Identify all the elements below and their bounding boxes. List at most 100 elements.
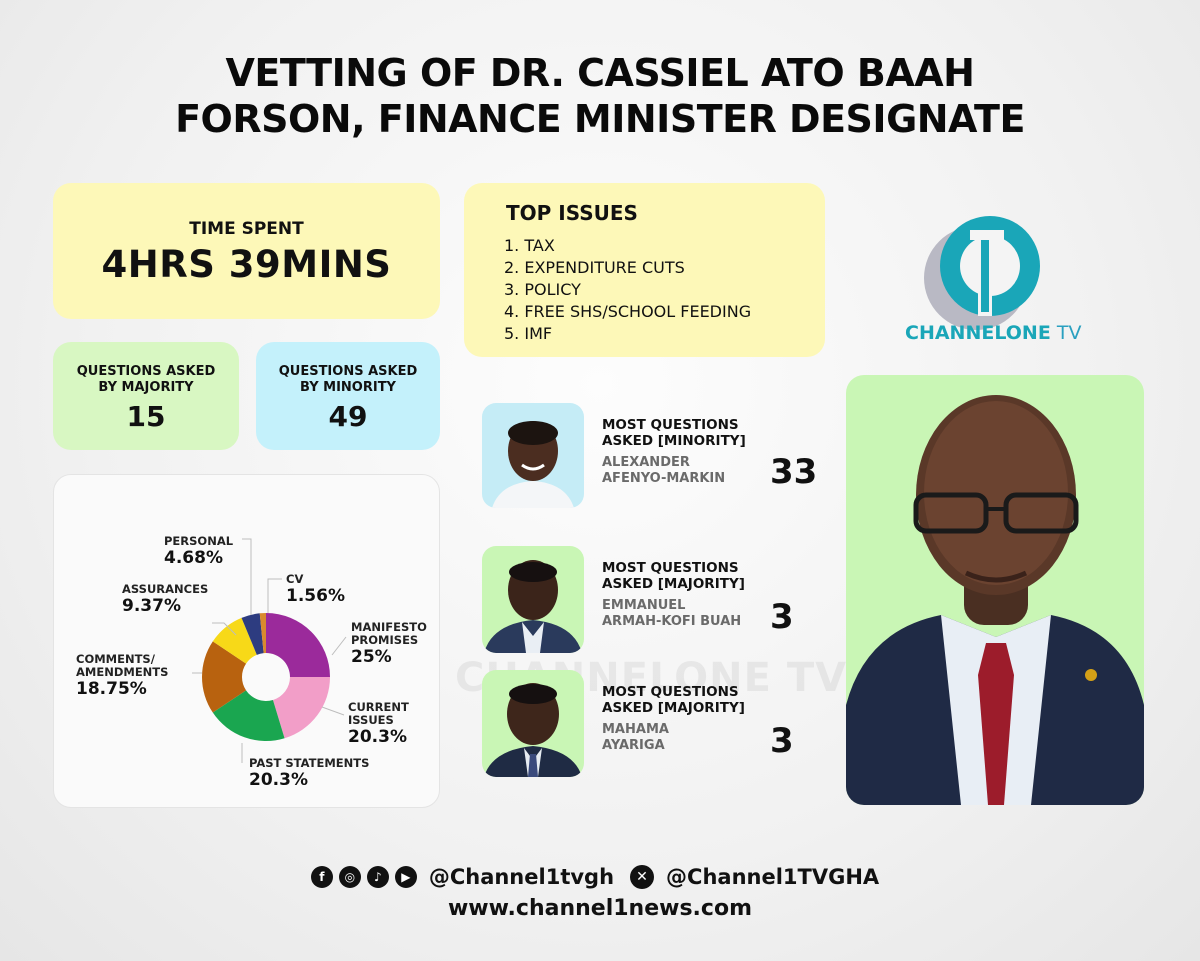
member-name-line: ARMAH-KOFI BUAH bbox=[602, 614, 742, 629]
member-name-line: AFENYO-MARKIN bbox=[602, 471, 726, 486]
pie-label-name: PAST STATEMENTS bbox=[249, 756, 370, 770]
title-line-1: VETTING OF DR. CASSIEL ATO BAAH bbox=[225, 51, 975, 95]
questions-minority-label-line2: BY MINORITY bbox=[300, 380, 396, 395]
top-issues-card: TOP ISSUES 1. TAX 2. EXPENDITURE CUTS 3.… bbox=[464, 183, 825, 357]
member-name: EMMANUEL ARMAH-KOFI BUAH bbox=[602, 598, 772, 630]
pie-label-name: ASSURANCES bbox=[122, 582, 209, 596]
pie-slice-personal bbox=[241, 613, 264, 655]
member-name-line: ALEXANDER bbox=[602, 455, 690, 470]
questions-majority-label-line1: QUESTIONS ASKED bbox=[76, 364, 216, 379]
time-spent-value: 4HRS 39MINS bbox=[101, 243, 392, 286]
instagram-icon[interactable]: ◎ bbox=[338, 866, 361, 888]
social-handle-x[interactable]: @Channel1TVGHA bbox=[666, 865, 880, 889]
person-photo-image bbox=[484, 683, 582, 777]
pie-label-name: PROMISES bbox=[351, 633, 419, 647]
pie-slice-manifesto-promises bbox=[266, 613, 330, 678]
pie-label-value: 20.3% bbox=[348, 727, 407, 747]
mahama-ayariga-photo bbox=[482, 670, 584, 777]
member-name: MAHAMA AYARIGA bbox=[602, 722, 772, 754]
pie-slice-assurances bbox=[212, 617, 257, 664]
most-questions-majority-2: MOST QUESTIONS ASKED [MAJORITY] MAHAMA A… bbox=[602, 684, 772, 754]
issue-item: 3. POLICY bbox=[504, 280, 581, 299]
most-questions-heading: MOST QUESTIONS bbox=[602, 684, 739, 700]
pie-label-manifesto: MANIFESTO PROMISES 25% bbox=[351, 620, 427, 668]
question-count: 3 bbox=[770, 721, 794, 761]
pie-label-name: MANIFESTO bbox=[351, 620, 427, 634]
channel-one-logo-icon bbox=[924, 216, 1040, 330]
questions-minority-value: 49 bbox=[328, 400, 368, 433]
question-count: 33 bbox=[770, 452, 818, 492]
time-spent-label: TIME SPENT bbox=[189, 219, 304, 239]
pie-label-current: CURRENT ISSUES 20.3% bbox=[348, 700, 409, 748]
pie-slice-current-issues bbox=[272, 677, 330, 739]
most-questions-heading: ASKED [MINORITY] bbox=[602, 433, 746, 449]
questions-minority-label: QUESTIONS ASKED BY MINORITY bbox=[256, 364, 440, 396]
questions-minority-label-line1: QUESTIONS ASKED bbox=[278, 364, 418, 379]
channel-one-logo-text: CHANNELONE TV bbox=[905, 322, 1105, 344]
pie-slice-past-statements bbox=[212, 690, 285, 741]
issue-item: 1. TAX bbox=[504, 236, 555, 255]
issue-item: 4. FREE SHS/SCHOOL FEEDING bbox=[504, 302, 752, 321]
pie-label-value: 9.37% bbox=[122, 596, 181, 616]
pie-leader-line bbox=[321, 706, 345, 716]
social-handle-primary[interactable]: @Channel1tvgh bbox=[428, 865, 615, 889]
most-questions-heading: MOST QUESTIONS bbox=[602, 560, 739, 576]
pie-leader-line bbox=[212, 622, 237, 636]
pie-label-personal: PERSONAL 4.68% bbox=[164, 534, 234, 569]
issue-item: 5. IMF bbox=[504, 324, 553, 343]
x-icon[interactable]: ✕ bbox=[630, 865, 655, 889]
questions-majority-label: QUESTIONS ASKED BY MAJORITY bbox=[53, 364, 239, 396]
member-name-line: MAHAMA bbox=[602, 722, 669, 737]
most-questions-majority-1: MOST QUESTIONS ASKED [MAJORITY] EMMANUEL… bbox=[602, 560, 772, 630]
top-issues-list: 1. TAX 2. EXPENDITURE CUTS 3. POLICY 4. … bbox=[504, 235, 751, 345]
person-photo-image bbox=[484, 560, 582, 653]
pie-label-name: PERSONAL bbox=[164, 534, 234, 548]
questions-minority-card: QUESTIONS ASKED BY MINORITY 49 bbox=[256, 342, 440, 450]
pie-label-name: AMENDMENTS bbox=[76, 665, 169, 679]
pie-chart-svg bbox=[192, 538, 347, 763]
pie-label-value: 25% bbox=[351, 647, 392, 667]
member-name-line: AYARIGA bbox=[602, 738, 665, 753]
pie-slice-cv bbox=[259, 613, 266, 654]
logo-text-main: CHANNELONE bbox=[905, 322, 1051, 344]
member-name: ALEXANDER AFENYO-MARKIN bbox=[602, 455, 772, 487]
question-breakdown-chart: PERSONAL 4.68% CV 1.56% ASSURANCES 9.37%… bbox=[53, 474, 440, 808]
pie-label-cv: CV 1.56% bbox=[286, 572, 345, 607]
pie-label-comments: COMMENTS/ AMENDMENTS 18.75% bbox=[76, 652, 169, 700]
issue-item: 2. EXPENDITURE CUTS bbox=[504, 258, 685, 277]
facebook-icon[interactable]: f bbox=[310, 866, 333, 888]
logo-text-tv: TV bbox=[1050, 322, 1082, 344]
most-questions-heading: ASKED [MAJORITY] bbox=[602, 576, 745, 592]
nominee-portrait bbox=[846, 375, 1144, 805]
alexander-afenyo-markin-photo bbox=[482, 403, 584, 508]
pie-label-value: 20.3% bbox=[249, 770, 308, 790]
pie-leader-line bbox=[331, 636, 347, 656]
pie-label-value: 18.75% bbox=[76, 679, 147, 699]
pie-label-name: ISSUES bbox=[348, 713, 394, 727]
nominee-portrait-image bbox=[846, 395, 1144, 805]
pie-leader-line bbox=[267, 578, 282, 613]
pie-label-assurances: ASSURANCES 9.37% bbox=[122, 582, 209, 617]
page-title: VETTING OF DR. CASSIEL ATO BAAH FORSON, … bbox=[0, 50, 1200, 142]
questions-majority-label-line2: BY MAJORITY bbox=[98, 380, 194, 395]
pie-label-name: CURRENT bbox=[348, 700, 409, 714]
member-name-line: EMMANUEL bbox=[602, 598, 686, 613]
pie-label-value: 1.56% bbox=[286, 586, 345, 606]
pie-label-name: CV bbox=[286, 572, 304, 586]
top-issues-title: TOP ISSUES bbox=[506, 201, 638, 225]
youtube-icon[interactable]: ▶ bbox=[394, 866, 417, 888]
person-photo-image bbox=[492, 421, 574, 508]
questions-majority-value: 15 bbox=[126, 400, 166, 433]
title-line-2: FORSON, FINANCE MINISTER DESIGNATE bbox=[175, 97, 1025, 141]
pie-leader-line bbox=[242, 538, 252, 615]
pie-label-value: 4.68% bbox=[164, 548, 223, 568]
questions-majority-card: QUESTIONS ASKED BY MAJORITY 15 bbox=[53, 342, 239, 450]
time-spent-card: TIME SPENT 4HRS 39MINS bbox=[53, 183, 440, 319]
pie-slice-comments-amendments bbox=[202, 641, 247, 713]
tiktok-icon[interactable]: ♪ bbox=[366, 866, 389, 888]
pie-label-past: PAST STATEMENTS 20.3% bbox=[249, 756, 370, 791]
most-questions-heading: MOST QUESTIONS bbox=[602, 417, 739, 433]
website-link[interactable]: www.channel1news.com bbox=[447, 896, 752, 921]
pie-label-name: COMMENTS/ bbox=[76, 652, 155, 666]
most-questions-minority: MOST QUESTIONS ASKED [MINORITY] ALEXANDE… bbox=[602, 417, 772, 487]
